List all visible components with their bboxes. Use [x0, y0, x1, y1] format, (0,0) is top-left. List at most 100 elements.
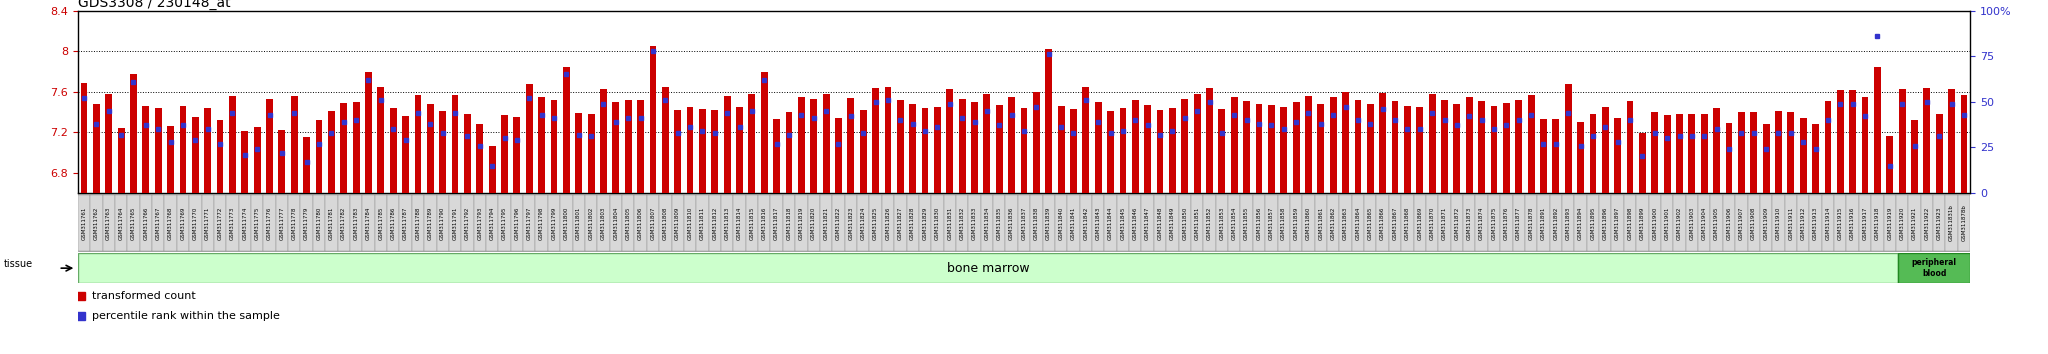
Text: GSM311792: GSM311792 — [465, 206, 469, 240]
Bar — [168, 126, 174, 193]
Text: GSM311837: GSM311837 — [1022, 206, 1026, 240]
Bar — [1057, 106, 1065, 193]
Bar — [291, 96, 297, 193]
Bar — [1268, 105, 1274, 193]
Text: GSM311769: GSM311769 — [180, 206, 186, 240]
Bar — [1651, 112, 1659, 193]
Bar — [1157, 110, 1163, 193]
Bar — [696, 195, 709, 251]
Bar — [1898, 253, 1970, 283]
Bar — [1442, 100, 1448, 193]
Bar — [1898, 88, 1905, 193]
Text: GSM311785: GSM311785 — [379, 206, 383, 240]
Bar — [897, 100, 903, 193]
Bar — [1960, 95, 1968, 193]
Bar — [365, 73, 373, 193]
Text: GSM311897: GSM311897 — [1616, 206, 1620, 240]
Text: GSM311764: GSM311764 — [119, 206, 123, 240]
Text: GSM311787: GSM311787 — [403, 206, 408, 240]
Text: GSM311900: GSM311900 — [1653, 206, 1657, 240]
Bar — [909, 104, 915, 193]
Bar — [279, 130, 285, 193]
Bar — [1958, 195, 1970, 251]
Bar — [1413, 195, 1425, 251]
Bar — [453, 95, 459, 193]
Bar — [1120, 108, 1126, 193]
Text: GSM311843: GSM311843 — [1096, 206, 1100, 240]
Bar — [240, 195, 252, 251]
Bar — [78, 195, 90, 251]
Bar — [1626, 101, 1634, 193]
Bar — [1280, 107, 1286, 193]
Bar — [242, 131, 248, 193]
Text: GSM311817: GSM311817 — [774, 206, 778, 240]
Text: GSM311873: GSM311873 — [1466, 206, 1473, 240]
Bar — [1454, 104, 1460, 193]
Text: GSM311816: GSM311816 — [762, 206, 766, 240]
Bar — [1141, 195, 1153, 251]
Bar — [1032, 92, 1040, 193]
Bar — [1825, 101, 1831, 193]
Text: GSM311913: GSM311913 — [1812, 206, 1819, 240]
Text: GSM311795: GSM311795 — [502, 206, 508, 240]
Bar — [266, 99, 272, 193]
Bar — [1341, 92, 1350, 193]
Bar — [102, 195, 115, 251]
Bar — [709, 195, 721, 251]
Bar — [1169, 108, 1176, 193]
Bar — [217, 120, 223, 193]
Text: GSM311768: GSM311768 — [168, 206, 174, 240]
Text: percentile rank within the sample: percentile rank within the sample — [92, 311, 281, 321]
Text: GSM311805: GSM311805 — [627, 206, 631, 240]
Bar — [301, 195, 313, 251]
Bar — [885, 87, 891, 193]
Bar — [1352, 195, 1364, 251]
Bar — [1847, 195, 1860, 251]
Bar — [1128, 195, 1141, 251]
Text: GSM311800: GSM311800 — [563, 206, 569, 240]
Bar — [561, 195, 573, 251]
Text: GSM311894: GSM311894 — [1579, 206, 1583, 240]
Text: GSM311916: GSM311916 — [1849, 206, 1855, 240]
Text: GSM311774: GSM311774 — [242, 206, 248, 240]
Bar — [522, 195, 535, 251]
Text: GSM311848: GSM311848 — [1157, 206, 1163, 240]
Bar — [1688, 114, 1696, 193]
Bar — [205, 108, 211, 193]
Bar — [819, 195, 831, 251]
Text: GSM311898: GSM311898 — [1628, 206, 1632, 240]
Bar — [883, 195, 895, 251]
Bar — [1552, 119, 1559, 193]
Bar — [1092, 195, 1104, 251]
Bar — [932, 195, 944, 251]
Bar — [1948, 88, 1956, 193]
Text: GSM311830: GSM311830 — [936, 206, 940, 240]
Bar — [686, 107, 694, 193]
Bar — [485, 195, 498, 251]
Bar — [1278, 195, 1290, 251]
Text: GSM311776: GSM311776 — [266, 206, 272, 240]
Bar — [1563, 195, 1575, 251]
Bar — [303, 137, 309, 193]
Text: GSM311863: GSM311863 — [1343, 206, 1348, 240]
Bar — [1884, 195, 1896, 251]
Text: GSM311767: GSM311767 — [156, 206, 160, 240]
Bar — [786, 112, 793, 193]
Text: GSM311789: GSM311789 — [428, 206, 432, 240]
Text: GSM311874: GSM311874 — [1479, 206, 1485, 240]
Text: GSM311842: GSM311842 — [1083, 206, 1087, 240]
Bar — [1487, 195, 1501, 251]
Text: GSM311906: GSM311906 — [1726, 206, 1731, 240]
Bar — [188, 195, 201, 251]
Bar — [424, 195, 436, 251]
Bar — [588, 114, 594, 193]
Text: GSM311806: GSM311806 — [639, 206, 643, 240]
Text: GSM311911: GSM311911 — [1788, 206, 1794, 240]
Bar — [1376, 195, 1389, 251]
Bar — [1751, 112, 1757, 193]
Bar — [1860, 195, 1872, 251]
Text: GSM311802: GSM311802 — [588, 206, 594, 240]
Bar — [1069, 109, 1077, 193]
Bar — [748, 94, 756, 193]
Bar — [762, 73, 768, 193]
